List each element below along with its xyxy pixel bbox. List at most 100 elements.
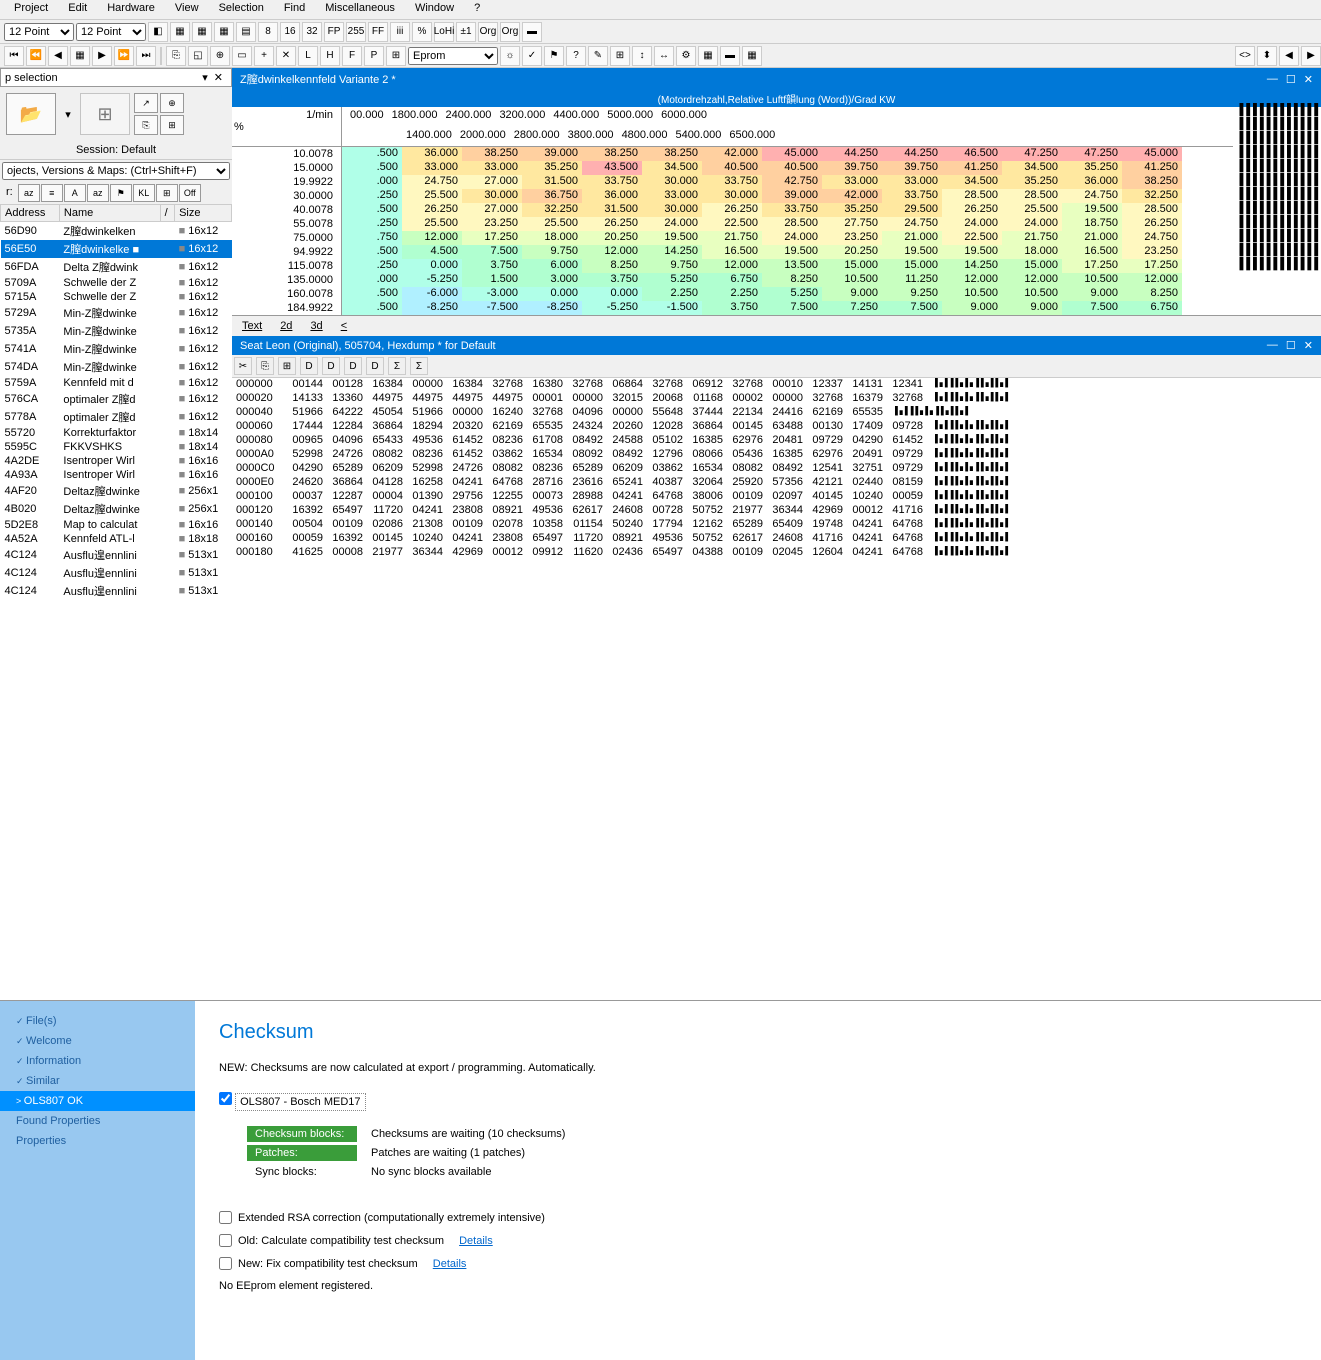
hex-tb-2[interactable]: ⊞ — [278, 357, 296, 375]
right-btn-5[interactable]: ⊞ — [610, 46, 630, 66]
tab-<[interactable]: < — [333, 318, 355, 334]
tag-3[interactable]: az — [87, 184, 109, 202]
mid-btn-7[interactable]: H — [320, 46, 340, 66]
far-btn-3[interactable]: ▶ — [1301, 46, 1321, 66]
details-link-2[interactable]: Details — [433, 1258, 467, 1270]
map-row[interactable]: 5595CFKKVSHKS18x14 — [1, 440, 232, 454]
nav-btn-0[interactable]: ⏮ — [4, 46, 24, 66]
map-row[interactable]: 4A2DEIsentroper Wirl16x16 — [1, 454, 232, 468]
close-icon[interactable]: ✕ — [1304, 73, 1313, 86]
hex-tb-5[interactable]: D — [344, 357, 362, 375]
right-btn-2[interactable]: ⚑ — [544, 46, 564, 66]
tb1-btn-14[interactable]: ±1 — [456, 22, 476, 42]
close-icon[interactable]: ✕ — [210, 71, 227, 84]
device-button[interactable]: ⊞ — [80, 93, 130, 135]
tb1-btn-3[interactable]: ▦ — [214, 22, 234, 42]
nav-found-properties[interactable]: Found Properties — [0, 1111, 195, 1131]
menu-?[interactable]: ? — [464, 0, 490, 19]
old-checkbox[interactable] — [219, 1234, 232, 1247]
menu-edit[interactable]: Edit — [58, 0, 97, 19]
nav-similar[interactable]: Similar — [0, 1071, 195, 1091]
nav-file-s-[interactable]: File(s) — [0, 1011, 195, 1031]
sm-btn-1[interactable]: ↗ — [134, 93, 158, 113]
tb1-btn-12[interactable]: % — [412, 22, 432, 42]
maximize-icon[interactable]: ☐ — [1286, 339, 1296, 352]
right-btn-9[interactable]: ▦ — [698, 46, 718, 66]
right-btn-11[interactable]: ▦ — [742, 46, 762, 66]
tab-3d[interactable]: 3d — [302, 318, 330, 334]
minimize-icon[interactable]: — — [1267, 73, 1278, 86]
right-btn-7[interactable]: ↔ — [654, 46, 674, 66]
tag-7[interactable]: Off — [179, 184, 201, 202]
tb1-btn-13[interactable]: LoHi — [434, 22, 454, 42]
hex-tb-8[interactable]: Σ — [410, 357, 428, 375]
tag-1[interactable]: ≡ — [41, 184, 63, 202]
hex-tb-0[interactable]: ✂ — [234, 357, 252, 375]
map-row[interactable]: 576CAoptimaler Z膣d16x12 — [1, 390, 232, 408]
tb1-btn-17[interactable]: ▬ — [522, 22, 542, 42]
menu-find[interactable]: Find — [274, 0, 315, 19]
details-link-1[interactable]: Details — [459, 1235, 493, 1247]
minimize-icon[interactable]: — — [1267, 339, 1278, 352]
nav-btn-2[interactable]: ◀ — [48, 46, 68, 66]
sm-btn-2[interactable]: ⊕ — [160, 93, 184, 113]
map-row[interactable]: 4A52AKennfeld ATL-l18x18 — [1, 532, 232, 546]
nav-welcome[interactable]: Welcome — [0, 1031, 195, 1051]
tb1-btn-9[interactable]: 255 — [346, 22, 366, 42]
nav-btn-4[interactable]: ▶ — [92, 46, 112, 66]
map-row[interactable]: 5759AKennfeld mit d16x12 — [1, 376, 232, 390]
right-btn-6[interactable]: ↕ — [632, 46, 652, 66]
pt-combo-1[interactable]: 12 Point — [4, 23, 74, 41]
menu-view[interactable]: View — [165, 0, 209, 19]
map-row[interactable]: 4B020Deltaz膣dwinke256x1 — [1, 500, 232, 518]
hex-tb-1[interactable]: ⎘ — [256, 357, 274, 375]
menu-project[interactable]: Project — [4, 0, 58, 19]
sm-btn-4[interactable]: ⊞ — [160, 115, 184, 135]
mid-btn-2[interactable]: ⊕ — [210, 46, 230, 66]
far-btn-0[interactable]: <> — [1235, 46, 1255, 66]
right-btn-1[interactable]: ✓ — [522, 46, 542, 66]
hex-tb-4[interactable]: D — [322, 357, 340, 375]
map-row[interactable]: 4A93AIsentroper Wirl16x16 — [1, 468, 232, 482]
tag-6[interactable]: ⊞ — [156, 184, 178, 202]
hex-tb-6[interactable]: D — [366, 357, 384, 375]
tag-2[interactable]: A — [64, 184, 86, 202]
far-btn-1[interactable]: ⬍ — [1257, 46, 1277, 66]
eprom-combo[interactable]: Eprom — [408, 47, 498, 65]
right-btn-3[interactable]: ? — [566, 46, 586, 66]
map-row[interactable]: 5709ASchwelle der Z16x12 — [1, 276, 232, 290]
map-row[interactable]: 5715ASchwelle der Z16x12 — [1, 290, 232, 304]
map-row[interactable]: 56D90Z膣dwinkelken16x12 — [1, 222, 232, 241]
mid-btn-5[interactable]: ✕ — [276, 46, 296, 66]
tb1-btn-10[interactable]: FF — [368, 22, 388, 42]
tb1-btn-4[interactable]: ▤ — [236, 22, 256, 42]
new-checkbox[interactable] — [219, 1257, 232, 1270]
right-btn-10[interactable]: ▬ — [720, 46, 740, 66]
filter-combo[interactable]: ojects, Versions & Maps: (Ctrl+Shift+F) — [2, 162, 230, 180]
close-icon[interactable]: ✕ — [1304, 339, 1313, 352]
right-btn-8[interactable]: ⚙ — [676, 46, 696, 66]
tb1-btn-15[interactable]: Org — [478, 22, 498, 42]
tb1-btn-6[interactable]: 16 — [280, 22, 300, 42]
nav-ols807-ok[interactable]: OLS807 OK — [0, 1091, 195, 1111]
rsa-checkbox[interactable] — [219, 1211, 232, 1224]
map-row[interactable]: 55720Korrekturfaktor18x14 — [1, 426, 232, 440]
hex-dump[interactable]: 0000000014400128163840000016384327681638… — [232, 378, 1321, 1000]
hex-tb-3[interactable]: D — [300, 357, 318, 375]
sm-btn-3[interactable]: ⎘ — [134, 115, 158, 135]
map-row[interactable]: 5778Aoptimaler Z膣d16x12 — [1, 408, 232, 426]
hex-tb-7[interactable]: Σ — [388, 357, 406, 375]
tb1-btn-5[interactable]: 8 — [258, 22, 278, 42]
tab-Text[interactable]: Text — [234, 318, 270, 334]
right-btn-0[interactable]: ☼ — [500, 46, 520, 66]
tb1-btn-8[interactable]: FP — [324, 22, 344, 42]
pt-combo-2[interactable]: 12 Point — [76, 23, 146, 41]
tb1-btn-11[interactable]: iii — [390, 22, 410, 42]
map-row[interactable]: 5741AMin-Z膣dwinke16x12 — [1, 340, 232, 358]
nav-btn-1[interactable]: ⏪ — [26, 46, 46, 66]
mid-btn-10[interactable]: ⊞ — [386, 46, 406, 66]
map-row[interactable]: 4AF20Deltaz膣dwinke256x1 — [1, 482, 232, 500]
algo-checkbox[interactable] — [219, 1092, 232, 1105]
tag-5[interactable]: KL — [133, 184, 155, 202]
tb1-btn-0[interactable]: ◧ — [148, 22, 168, 42]
